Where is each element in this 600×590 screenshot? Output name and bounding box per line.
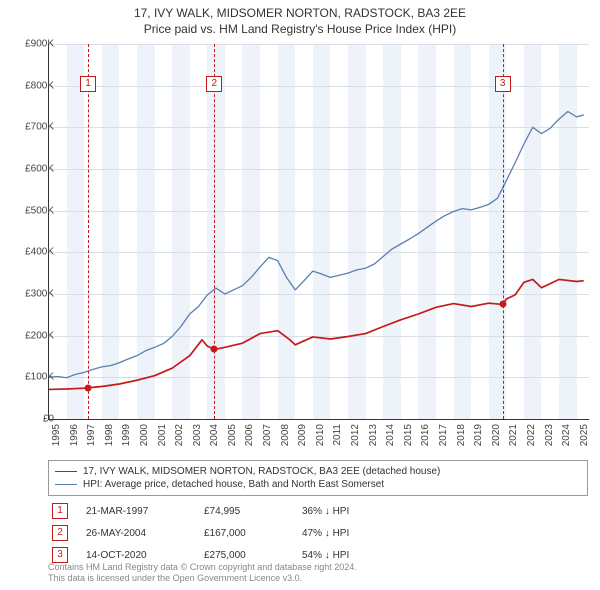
x-axis-label: 1997 <box>86 424 97 446</box>
marker-dash-line <box>214 44 215 419</box>
chart-title: 17, IVY WALK, MIDSOMER NORTON, RADSTOCK,… <box>0 0 600 37</box>
x-axis-label: 2013 <box>368 424 379 446</box>
marker-delta: 36% ↓ HPI <box>302 506 382 517</box>
x-axis-label: 2019 <box>473 424 484 446</box>
y-axis-label: £800K <box>14 80 54 91</box>
x-axis-label: 2015 <box>403 424 414 446</box>
y-axis-label: £0 <box>14 414 54 425</box>
x-axis-label: 2009 <box>297 424 308 446</box>
marker-table: 1 21-MAR-1997 £74,995 36% ↓ HPI 2 26-MAY… <box>48 500 588 566</box>
y-axis-label: £200K <box>14 330 54 341</box>
x-axis-label: 2021 <box>508 424 519 446</box>
x-axis-label: 1998 <box>104 424 115 446</box>
footer-line-2: This data is licensed under the Open Gov… <box>48 573 357 584</box>
marker-dash-line <box>88 44 89 419</box>
legend-swatch <box>55 484 77 485</box>
x-axis-label: 2007 <box>262 424 273 446</box>
marker-price: £275,000 <box>204 550 284 561</box>
x-axis-label: 2010 <box>315 424 326 446</box>
title-line-1: 17, IVY WALK, MIDSOMER NORTON, RADSTOCK,… <box>0 6 600 22</box>
x-axis-label: 1995 <box>51 424 62 446</box>
marker-dot <box>85 384 92 391</box>
x-axis-label: 2012 <box>350 424 361 446</box>
y-axis-label: £300K <box>14 289 54 300</box>
x-axis-label: 1999 <box>121 424 132 446</box>
x-axis-label: 2025 <box>579 424 590 446</box>
marker-badge: 2 <box>52 525 68 541</box>
x-axis-label: 2020 <box>491 424 502 446</box>
marker-delta: 47% ↓ HPI <box>302 528 382 539</box>
marker-badge: 1 <box>80 76 96 92</box>
x-axis-label: 2017 <box>438 424 449 446</box>
marker-date: 14-OCT-2020 <box>86 550 186 561</box>
x-axis-label: 2003 <box>192 424 203 446</box>
legend-label: 17, IVY WALK, MIDSOMER NORTON, RADSTOCK,… <box>83 466 440 477</box>
marker-dash-line <box>503 44 504 419</box>
marker-row: 1 21-MAR-1997 £74,995 36% ↓ HPI <box>48 500 588 522</box>
x-axis-label: 2024 <box>561 424 572 446</box>
footer-line-1: Contains HM Land Registry data © Crown c… <box>48 562 357 573</box>
x-axis-label: 2005 <box>227 424 238 446</box>
legend-label: HPI: Average price, detached house, Bath… <box>83 479 384 490</box>
y-axis-label: £700K <box>14 122 54 133</box>
x-axis-label: 2022 <box>526 424 537 446</box>
marker-price: £167,000 <box>204 528 284 539</box>
x-axis-label: 2011 <box>332 424 343 446</box>
legend-row: 17, IVY WALK, MIDSOMER NORTON, RADSTOCK,… <box>55 465 581 478</box>
x-axis-label: 2000 <box>139 424 150 446</box>
title-line-2: Price paid vs. HM Land Registry's House … <box>0 22 600 38</box>
legend-row: HPI: Average price, detached house, Bath… <box>55 478 581 491</box>
x-axis-label: 2016 <box>420 424 431 446</box>
y-axis-label: £100K <box>14 372 54 383</box>
marker-delta: 54% ↓ HPI <box>302 550 382 561</box>
marker-dot <box>499 301 506 308</box>
marker-date: 21-MAR-1997 <box>86 506 186 517</box>
x-axis-label: 2001 <box>157 424 168 446</box>
legend-box: 17, IVY WALK, MIDSOMER NORTON, RADSTOCK,… <box>48 460 588 496</box>
x-axis-label: 2014 <box>385 424 396 446</box>
x-axis-label: 1996 <box>69 424 80 446</box>
chart-lines-svg <box>49 44 589 419</box>
x-axis-label: 2002 <box>174 424 185 446</box>
marker-badge: 3 <box>495 76 511 92</box>
x-axis-label: 2004 <box>209 424 220 446</box>
legend-swatch <box>55 471 77 472</box>
marker-badge: 3 <box>52 547 68 563</box>
marker-dot <box>211 346 218 353</box>
x-axis-label: 2023 <box>544 424 555 446</box>
footer-attribution: Contains HM Land Registry data © Crown c… <box>48 562 357 585</box>
marker-badge: 1 <box>52 503 68 519</box>
marker-badge: 2 <box>206 76 222 92</box>
y-axis-label: £600K <box>14 164 54 175</box>
y-axis-label: £900K <box>14 39 54 50</box>
marker-price: £74,995 <box>204 506 284 517</box>
x-axis-label: 2006 <box>244 424 255 446</box>
y-axis-label: £500K <box>14 205 54 216</box>
x-axis-label: 2008 <box>280 424 291 446</box>
marker-date: 26-MAY-2004 <box>86 528 186 539</box>
x-axis-label: 2018 <box>456 424 467 446</box>
y-axis-label: £400K <box>14 247 54 258</box>
chart-plot-area: 1 2 3 <box>48 44 589 420</box>
marker-row: 2 26-MAY-2004 £167,000 47% ↓ HPI <box>48 522 588 544</box>
